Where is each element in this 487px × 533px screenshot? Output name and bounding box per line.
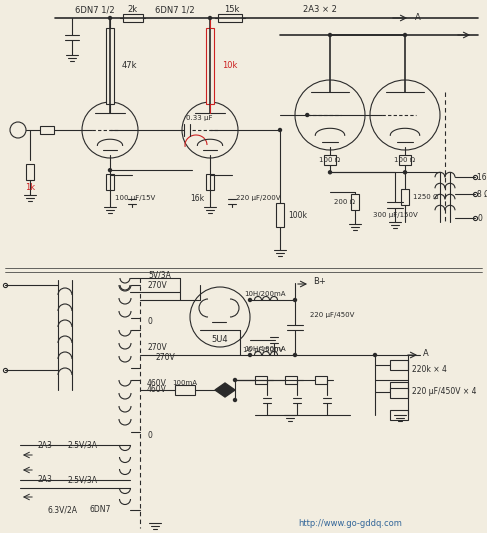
Text: 5V/3A: 5V/3A bbox=[149, 271, 171, 279]
Text: 10 μF/500V: 10 μF/500V bbox=[243, 347, 283, 353]
Text: 100 Ω: 100 Ω bbox=[394, 157, 415, 163]
Text: 0.33 μF: 0.33 μF bbox=[186, 115, 212, 121]
Bar bbox=[276, 203, 284, 227]
Bar bbox=[255, 376, 267, 384]
Text: 6DN7 1/2: 6DN7 1/2 bbox=[75, 5, 115, 14]
Bar bbox=[106, 174, 114, 190]
Bar bbox=[106, 28, 114, 104]
Polygon shape bbox=[215, 383, 235, 397]
Text: 220k × 4: 220k × 4 bbox=[412, 366, 447, 375]
Text: 6DN7 1/2: 6DN7 1/2 bbox=[155, 5, 195, 14]
Circle shape bbox=[306, 114, 309, 117]
Text: 300 μF/150V: 300 μF/150V bbox=[373, 212, 417, 219]
Circle shape bbox=[109, 17, 112, 20]
Bar bbox=[285, 376, 297, 384]
Text: 6DN7: 6DN7 bbox=[90, 505, 112, 514]
Text: 200 Ω: 200 Ω bbox=[335, 199, 356, 205]
Text: http://www.go-gddq.com: http://www.go-gddq.com bbox=[298, 519, 402, 528]
Circle shape bbox=[294, 298, 297, 302]
Text: 2.5V/3A: 2.5V/3A bbox=[68, 440, 98, 449]
Bar bbox=[206, 174, 214, 190]
Circle shape bbox=[233, 399, 237, 401]
Text: 0: 0 bbox=[147, 431, 152, 440]
Text: 10H/200mA: 10H/200mA bbox=[244, 291, 286, 297]
Text: 460V: 460V bbox=[147, 385, 167, 394]
Text: 220 μF/450V × 4: 220 μF/450V × 4 bbox=[412, 387, 476, 397]
Bar bbox=[324, 155, 336, 165]
Text: 6.3V/2A: 6.3V/2A bbox=[47, 505, 77, 514]
Circle shape bbox=[233, 378, 237, 382]
Text: 8 Ω: 8 Ω bbox=[477, 190, 487, 199]
Text: 10k: 10k bbox=[222, 61, 237, 70]
Text: 15k: 15k bbox=[225, 5, 240, 14]
Bar bbox=[390, 360, 408, 370]
Text: 220 μF/200V: 220 μF/200V bbox=[236, 195, 281, 201]
Text: 1k: 1k bbox=[25, 183, 35, 192]
Text: A: A bbox=[415, 13, 421, 22]
Text: 2A3: 2A3 bbox=[37, 440, 52, 449]
Bar bbox=[390, 388, 408, 398]
Circle shape bbox=[404, 34, 407, 36]
Text: 270V: 270V bbox=[155, 353, 175, 362]
Text: 16k: 16k bbox=[190, 193, 204, 203]
Circle shape bbox=[294, 353, 297, 357]
Bar bbox=[123, 14, 143, 22]
Text: 460V: 460V bbox=[147, 378, 167, 387]
Circle shape bbox=[109, 168, 112, 172]
Text: A: A bbox=[423, 349, 429, 358]
Circle shape bbox=[329, 171, 332, 174]
Text: 1250 Ω: 1250 Ω bbox=[413, 195, 438, 200]
Circle shape bbox=[279, 128, 281, 132]
Bar bbox=[390, 382, 408, 392]
Text: 2A3 × 2: 2A3 × 2 bbox=[303, 5, 337, 14]
Text: 270V: 270V bbox=[147, 343, 167, 352]
Text: 100k: 100k bbox=[288, 211, 307, 220]
Text: 0: 0 bbox=[477, 214, 482, 223]
Bar bbox=[315, 376, 327, 384]
Bar bbox=[26, 164, 34, 180]
Text: 16 Ω: 16 Ω bbox=[477, 173, 487, 182]
Text: B+: B+ bbox=[313, 278, 326, 287]
Bar bbox=[218, 14, 242, 22]
Bar bbox=[399, 155, 411, 165]
Circle shape bbox=[374, 353, 376, 357]
Circle shape bbox=[329, 34, 332, 36]
Bar bbox=[351, 195, 359, 211]
Text: 220 μF/450V: 220 μF/450V bbox=[310, 312, 355, 318]
Bar bbox=[390, 410, 408, 420]
Text: 100mA: 100mA bbox=[172, 380, 198, 386]
Text: 5U4: 5U4 bbox=[212, 335, 228, 344]
Circle shape bbox=[208, 17, 211, 20]
Text: 10H/100mA: 10H/100mA bbox=[244, 346, 286, 352]
Text: 270V: 270V bbox=[147, 280, 167, 289]
Text: 0: 0 bbox=[147, 318, 152, 327]
Text: 100 μF/15V: 100 μF/15V bbox=[115, 195, 155, 201]
Circle shape bbox=[404, 171, 407, 174]
Text: 100 Ω: 100 Ω bbox=[319, 157, 340, 163]
Bar bbox=[40, 126, 54, 134]
Bar bbox=[401, 189, 409, 205]
Circle shape bbox=[248, 353, 251, 357]
Text: 47k: 47k bbox=[122, 61, 137, 70]
Text: 2.5V/3A: 2.5V/3A bbox=[68, 475, 98, 484]
Bar bbox=[175, 385, 195, 395]
Text: 2A3: 2A3 bbox=[37, 475, 52, 484]
Text: 2k: 2k bbox=[127, 5, 137, 14]
Circle shape bbox=[248, 298, 251, 302]
Bar bbox=[206, 28, 214, 104]
